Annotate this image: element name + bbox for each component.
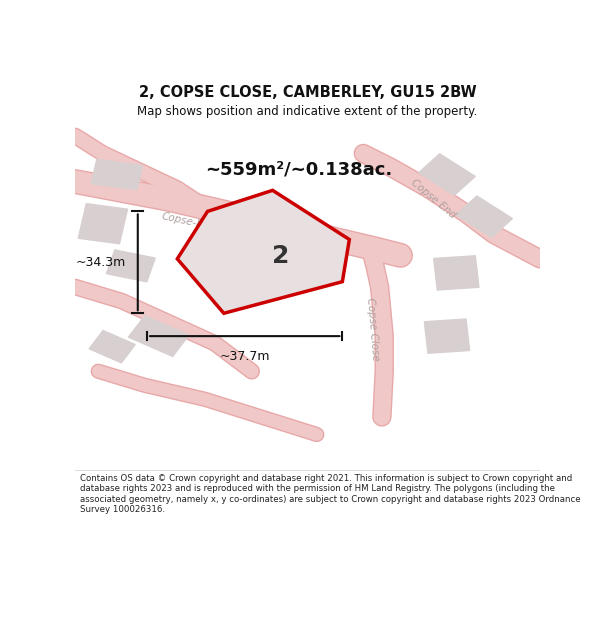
Bar — [424, 319, 470, 353]
Bar — [419, 154, 475, 195]
Bar — [434, 256, 479, 290]
Bar — [89, 331, 135, 363]
Bar — [128, 316, 189, 356]
Text: Copse Close: Copse Close — [365, 297, 380, 361]
Text: 2: 2 — [272, 244, 289, 268]
Text: Contains OS data © Crown copyright and database right 2021. This information is : Contains OS data © Crown copyright and d… — [80, 474, 580, 514]
Bar — [456, 196, 512, 238]
Text: ~559m²/~0.138ac.: ~559m²/~0.138ac. — [205, 160, 392, 178]
Text: ~37.7m: ~37.7m — [220, 350, 270, 363]
Text: Copse End: Copse End — [409, 177, 457, 221]
Text: 2, COPSE CLOSE, CAMBERLEY, GU15 2BW: 2, COPSE CLOSE, CAMBERLEY, GU15 2BW — [139, 84, 476, 99]
Text: ~34.3m: ~34.3m — [76, 256, 126, 269]
Bar — [78, 204, 128, 244]
Bar — [106, 250, 155, 282]
Bar — [91, 159, 143, 189]
Text: Map shows position and indicative extent of the property.: Map shows position and indicative extent… — [137, 106, 478, 118]
Polygon shape — [178, 191, 349, 313]
Text: Copse-End: Copse-End — [161, 211, 217, 232]
